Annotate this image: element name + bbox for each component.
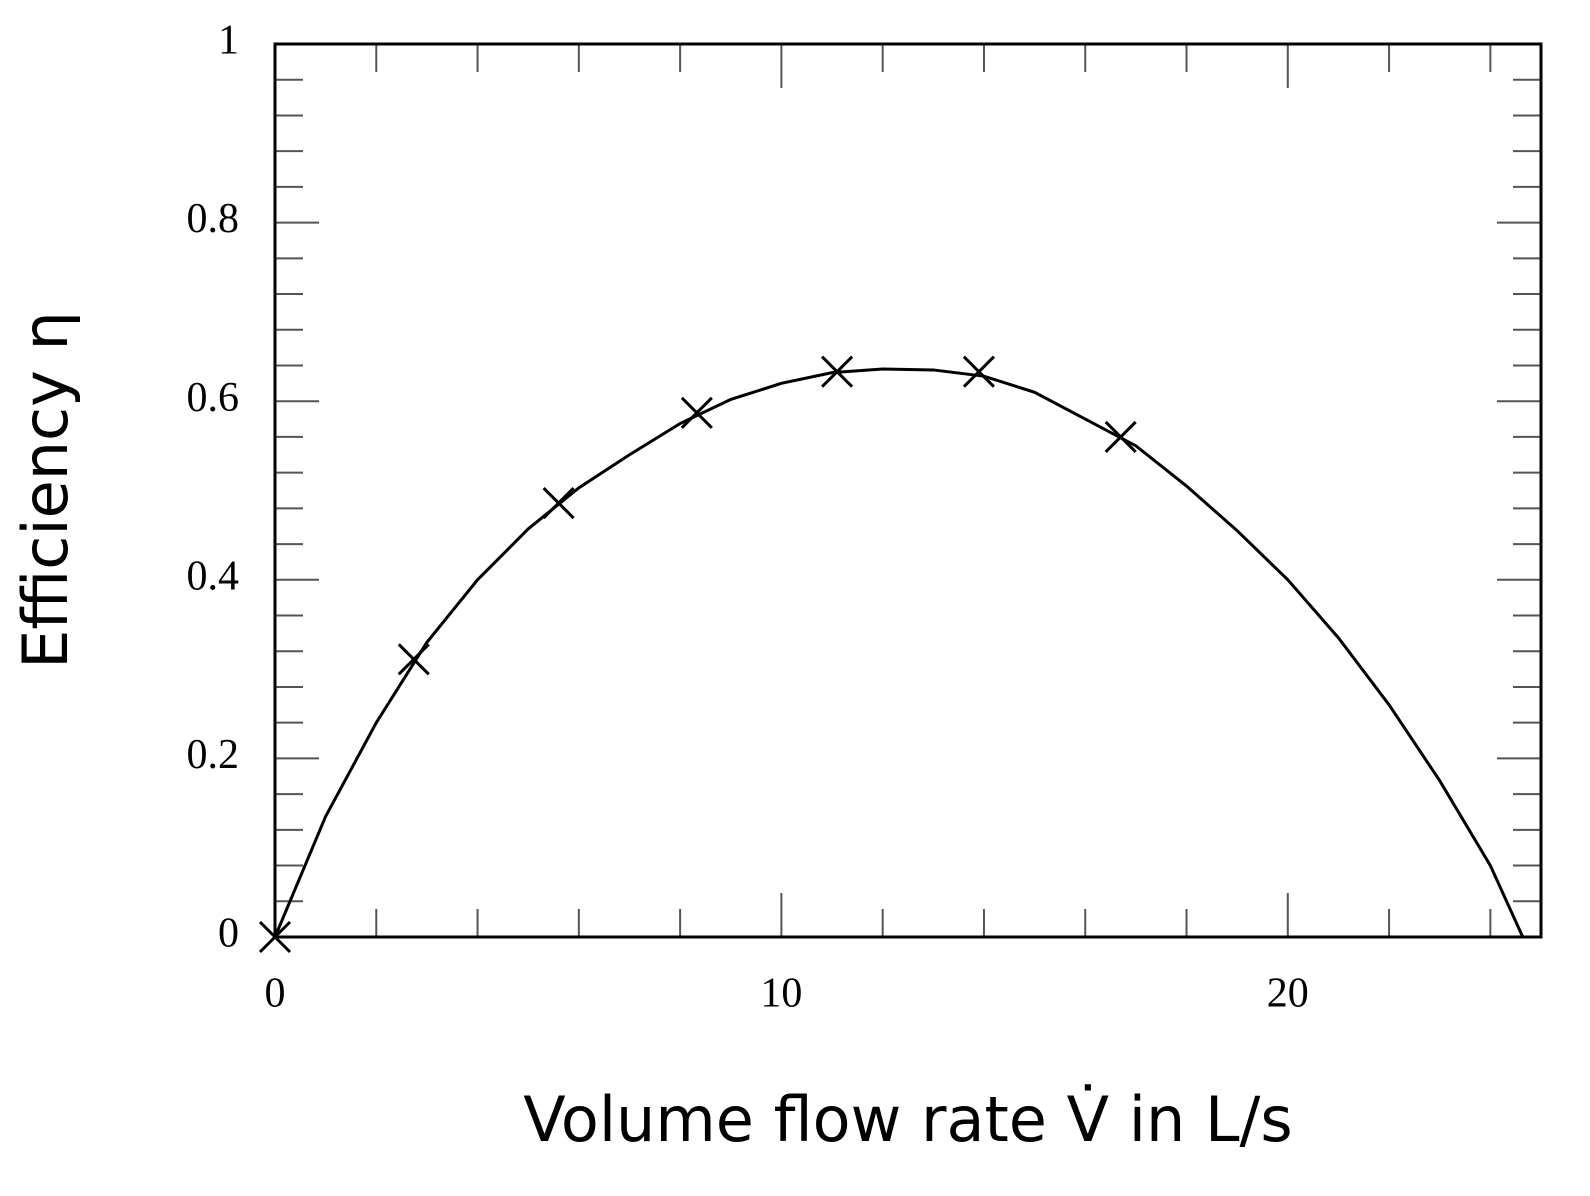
marker xyxy=(680,396,713,429)
y-tick-label: 0 xyxy=(218,911,239,957)
x-axis-label: Volume flow rate V̇ in L/s xyxy=(523,1083,1292,1156)
y-tick-label: 0.2 xyxy=(187,732,240,778)
x-tick-label: 10 xyxy=(760,971,802,1017)
marker xyxy=(962,355,995,388)
curve xyxy=(273,367,1525,938)
y-tick-label: 0.8 xyxy=(187,196,240,242)
x-tick-label: 0 xyxy=(265,971,286,1017)
plot-frame xyxy=(273,42,1543,939)
y-tick-label: 0.4 xyxy=(187,553,240,599)
y-tick-label: 0.6 xyxy=(187,375,240,421)
y-axis-label: Efficiency η xyxy=(9,311,82,669)
x-tick-label: 20 xyxy=(1267,971,1309,1017)
y-tick-label: 1 xyxy=(218,18,239,64)
